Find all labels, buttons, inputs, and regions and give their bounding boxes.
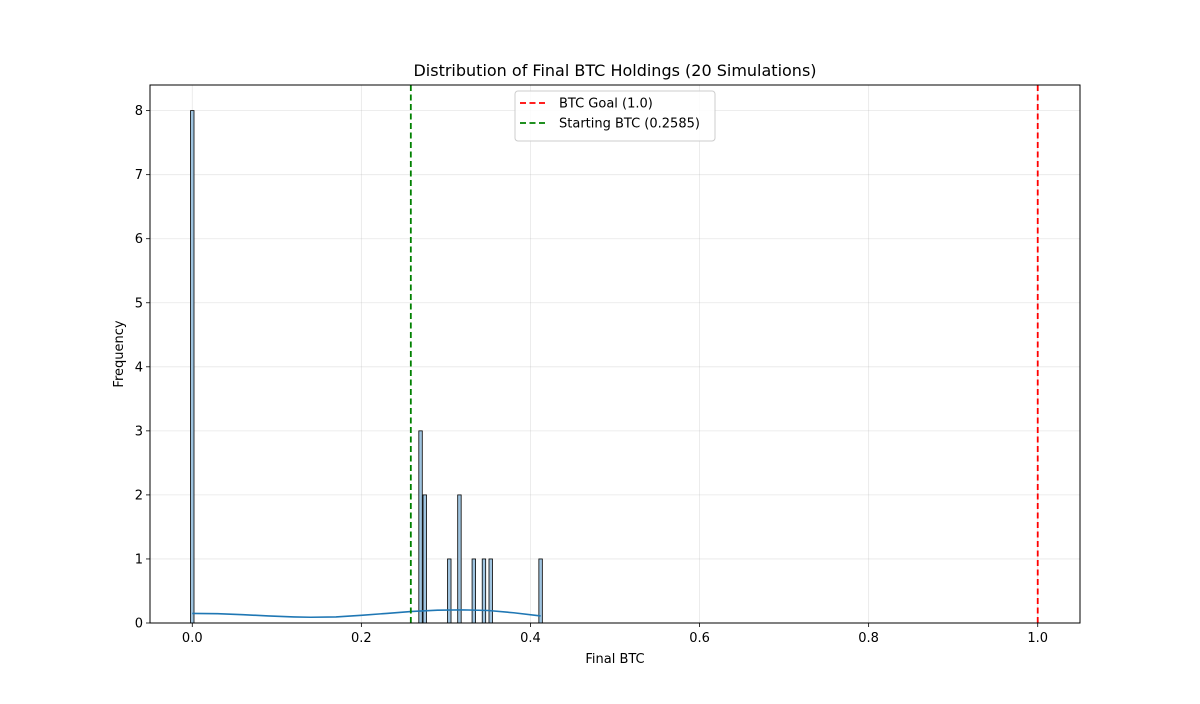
histogram-bar	[422, 494, 427, 624]
x-tick-label: 0.4	[520, 631, 541, 646]
histogram-bar	[457, 494, 462, 624]
x-tick-label: 0.8	[858, 631, 879, 646]
plot-area-frame	[149, 84, 1081, 624]
histogram-bar	[418, 430, 423, 624]
histogram-bar	[488, 558, 493, 624]
x-tick-label: 1.0	[1027, 631, 1048, 646]
grid-lines	[150, 85, 1080, 624]
histogram-bar	[447, 558, 452, 624]
x-axis-ticks: 0.0 0.2 0.4 0.6 0.8 1.0	[182, 623, 1048, 646]
y-axis-ticks: 0 1 2 3 4 5 6 7 8	[135, 104, 150, 632]
y-tick-label: 3	[135, 424, 143, 439]
x-axis-title: Final BTC	[585, 652, 644, 667]
y-tick-label: 2	[135, 488, 143, 503]
y-tick-label: 7	[135, 168, 143, 183]
legend-label: BTC Goal (1.0)	[559, 97, 653, 112]
legend: BTC Goal (1.0) Starting BTC (0.2585)	[514, 90, 716, 142]
y-tick-label: 5	[135, 296, 143, 311]
y-tick-label: 1	[135, 552, 143, 567]
legend-label: Starting BTC (0.2585)	[559, 117, 700, 132]
kde-curve	[192, 609, 541, 619]
y-tick-label: 4	[135, 360, 143, 375]
kde-curve-layer	[192, 609, 541, 619]
x-tick-label: 0.6	[689, 631, 710, 646]
x-tick-label: 0.2	[351, 631, 372, 646]
reference-lines	[409, 85, 1039, 623]
histogram-bar	[481, 558, 487, 624]
chart-title: Distribution of Final BTC Holdings (20 S…	[413, 61, 816, 80]
y-tick-label: 8	[135, 104, 143, 119]
x-tick-label: 0.0	[182, 631, 203, 646]
histogram-bar	[538, 558, 543, 624]
y-tick-label: 6	[135, 232, 143, 247]
y-tick-label: 0	[135, 617, 143, 632]
histogram-bar	[471, 558, 476, 624]
histogram-bar	[190, 110, 195, 624]
y-axis-title: Frequency	[112, 320, 127, 387]
legend-box	[514, 90, 716, 142]
